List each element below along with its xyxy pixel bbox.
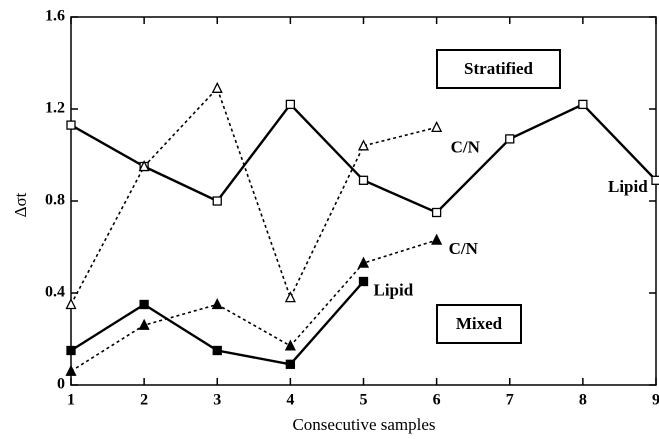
marker — [138, 160, 150, 172]
x-tick-label: 6 — [433, 392, 441, 409]
series-label: C/N — [451, 137, 481, 156]
marker — [578, 99, 588, 110]
marker — [358, 276, 369, 287]
marker — [431, 233, 443, 245]
marker — [139, 299, 149, 310]
x-tick-label: 7 — [506, 392, 514, 409]
x-tick-label: 4 — [286, 392, 294, 409]
marker — [284, 339, 296, 351]
marker — [212, 196, 222, 206]
plot-frame — [70, 16, 657, 386]
marker — [357, 139, 370, 151]
series-label: Lipid — [374, 280, 414, 299]
y-tick-label: 0 — [57, 376, 65, 393]
x-tick-label: 3 — [213, 392, 221, 409]
annotation: Mixed — [456, 314, 503, 333]
marker — [285, 359, 296, 369]
x-axis-label: Consecutive samples — [292, 415, 435, 434]
y-axis-label: Δσt — [11, 192, 30, 217]
y-tick-label: 0.4 — [45, 284, 65, 301]
marker — [357, 256, 370, 268]
x-tick-label: 5 — [360, 392, 368, 409]
series-label: Lipid — [608, 177, 648, 196]
marker — [431, 207, 442, 218]
marker — [211, 298, 223, 310]
marker — [138, 318, 150, 330]
y-tick-label: 1.2 — [45, 100, 65, 117]
marker — [431, 120, 443, 133]
marker — [65, 364, 77, 376]
x-tick-label: 9 — [652, 392, 659, 409]
annotation: Stratified — [464, 59, 533, 78]
x-tick-label: 2 — [140, 392, 148, 409]
y-tick-label: 1.6 — [45, 8, 65, 25]
series-line — [70, 86, 437, 305]
series-line — [70, 102, 657, 214]
marker — [505, 134, 515, 144]
marker — [285, 99, 296, 110]
marker — [284, 291, 296, 303]
y-tick-label: 0.8 — [45, 192, 65, 209]
annotation-box — [436, 49, 561, 89]
marker — [212, 345, 222, 356]
marker — [651, 175, 659, 185]
marker — [211, 81, 223, 93]
annotation-box — [436, 304, 522, 344]
marker — [358, 175, 369, 185]
marker — [66, 345, 76, 356]
series-label: C/N — [449, 239, 479, 258]
x-tick-label: 1 — [67, 392, 75, 409]
marker — [65, 298, 77, 310]
series-line — [70, 239, 437, 372]
marker — [66, 120, 76, 130]
x-tick-label: 8 — [579, 392, 587, 409]
